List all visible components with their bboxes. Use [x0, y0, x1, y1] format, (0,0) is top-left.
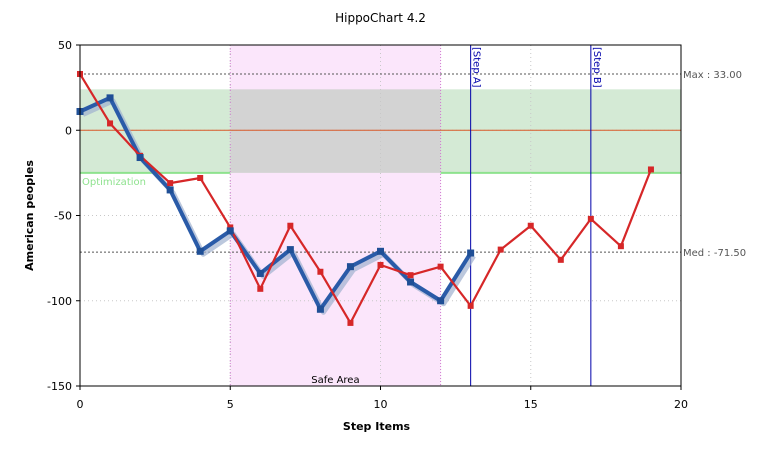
series-1-point — [467, 302, 474, 309]
series-1-line — [79, 73, 652, 325]
series-2-point — [407, 278, 415, 286]
series-2-line — [79, 95, 473, 312]
x-axis-label: Step Items — [343, 420, 411, 433]
series-1-point — [437, 263, 444, 270]
x-tick-label: 20 — [674, 398, 688, 411]
band-label-safe-area: Safe Area — [311, 375, 359, 386]
step-marker-label: [Step B] — [591, 47, 602, 88]
y-tick-label: 50 — [58, 39, 72, 52]
series-1-point — [617, 243, 624, 250]
series-2-point — [467, 249, 475, 257]
x-tick-label: 5 — [227, 398, 234, 411]
series-1-point — [107, 120, 114, 127]
series-2-point — [166, 186, 174, 194]
x-tick-label: 10 — [374, 398, 388, 411]
series-2-point — [106, 94, 114, 102]
series-1-point — [347, 319, 354, 326]
reference-label: Med : -71.50 — [683, 248, 746, 259]
series-1-point — [407, 272, 414, 279]
series-1-point — [197, 174, 204, 181]
series-2-point — [136, 154, 144, 162]
series-2-point — [346, 263, 354, 271]
y-tick-label: -150 — [47, 380, 72, 393]
y-axis-label: American peoples — [23, 160, 36, 271]
series-2-point — [377, 247, 384, 255]
series-1-point — [287, 222, 294, 229]
series-2-point — [196, 247, 204, 255]
x-tick-label: 0 — [77, 398, 84, 411]
series-1-point — [317, 268, 324, 275]
series-1-point — [257, 285, 264, 292]
y-tick-label: -50 — [54, 210, 72, 223]
step-marker-label: [Step A] — [471, 47, 482, 88]
series-1-point — [527, 222, 534, 229]
band-label-optimization: Optimization — [82, 177, 146, 188]
y-tick-label: -100 — [47, 295, 72, 308]
series-1-point — [647, 166, 654, 173]
x-tick-label: 15 — [524, 398, 538, 411]
series-1-point — [557, 256, 564, 263]
y-tick-label: 0 — [65, 124, 72, 137]
series-1-point — [497, 246, 504, 253]
series-2-point — [286, 246, 294, 254]
series-1-point — [167, 180, 174, 187]
chart-title: HippoChart 4.2 — [335, 11, 426, 25]
band-overlap — [230, 89, 441, 173]
series-2-point — [437, 297, 445, 305]
series-2-point — [256, 269, 264, 277]
reference-label: Max : 33.00 — [683, 70, 742, 81]
series-1-point — [377, 261, 384, 268]
series-1-point — [587, 215, 594, 222]
series-2-point — [316, 305, 324, 313]
series-2-point — [226, 227, 234, 235]
